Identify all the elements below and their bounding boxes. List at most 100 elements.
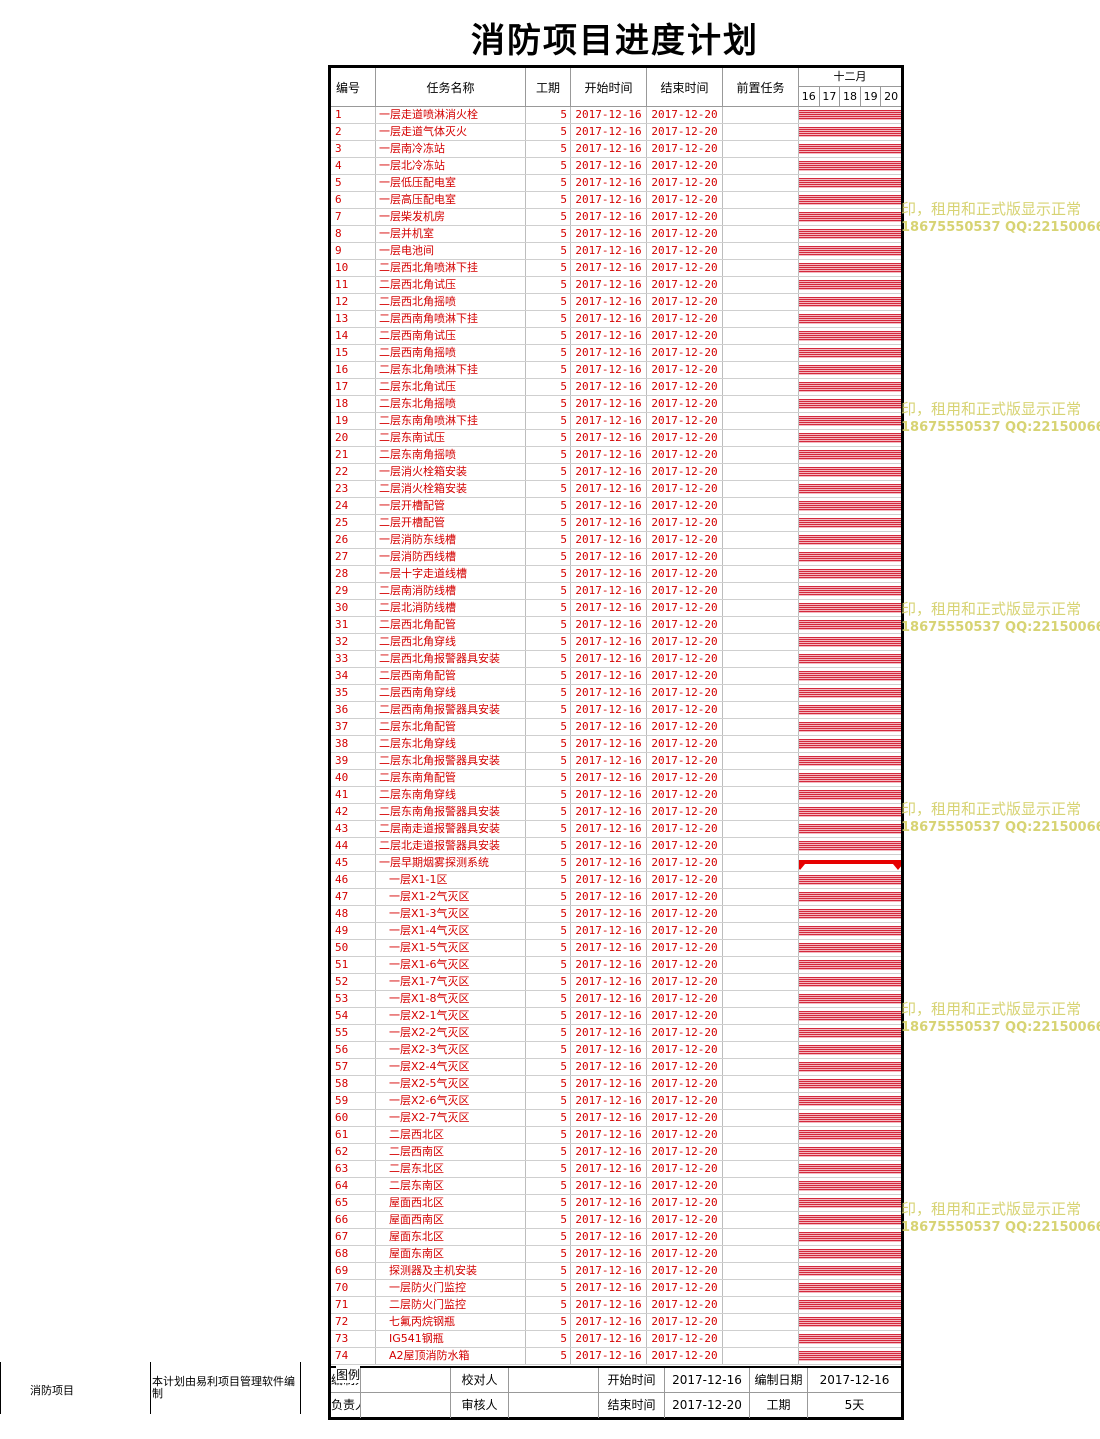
table-row[interactable]: 24 一层开槽配管 5 2017-12-16 2017-12-20 bbox=[331, 498, 901, 515]
gantt-bar[interactable] bbox=[799, 280, 901, 290]
table-row[interactable]: 37 二层东北角配管 5 2017-12-16 2017-12-20 bbox=[331, 719, 901, 736]
gantt-bar[interactable] bbox=[799, 1062, 901, 1072]
gantt-bar[interactable] bbox=[799, 1181, 901, 1191]
gantt-bar[interactable] bbox=[799, 382, 901, 392]
table-row[interactable]: 15 二层西南角摇喷 5 2017-12-16 2017-12-20 bbox=[331, 345, 901, 362]
table-row[interactable]: 56 一层X2-3气灭区 5 2017-12-16 2017-12-20 bbox=[331, 1042, 901, 1059]
table-row[interactable]: 8 一层并机室 5 2017-12-16 2017-12-20 bbox=[331, 226, 901, 243]
table-row[interactable]: 35 二层西南角穿线 5 2017-12-16 2017-12-20 bbox=[331, 685, 901, 702]
table-row[interactable]: 44 二层北走道报警器具安装 5 2017-12-16 2017-12-20 bbox=[331, 838, 901, 855]
table-row[interactable]: 22 一层消火栓箱安装 5 2017-12-16 2017-12-20 bbox=[331, 464, 901, 481]
gantt-bar[interactable] bbox=[799, 654, 901, 664]
gantt-bar[interactable] bbox=[799, 1317, 901, 1327]
table-row[interactable]: 1 一层走道喷淋消火栓 5 2017-12-16 2017-12-20 bbox=[331, 107, 901, 124]
gantt-bar[interactable] bbox=[799, 824, 901, 834]
table-row[interactable]: 48 一层X1-3气灭区 5 2017-12-16 2017-12-20 bbox=[331, 906, 901, 923]
table-row[interactable]: 43 二层南走道报警器具安装 5 2017-12-16 2017-12-20 bbox=[331, 821, 901, 838]
gantt-bar[interactable] bbox=[799, 229, 901, 239]
gantt-bar[interactable] bbox=[799, 943, 901, 953]
gantt-bar[interactable] bbox=[799, 586, 901, 596]
gantt-bar[interactable] bbox=[799, 433, 901, 443]
table-row[interactable]: 11 二层西北角试压 5 2017-12-16 2017-12-20 bbox=[331, 277, 901, 294]
gantt-bar[interactable] bbox=[799, 773, 901, 783]
table-row[interactable]: 19 二层东南角喷淋下挂 5 2017-12-16 2017-12-20 bbox=[331, 413, 901, 430]
gantt-bar[interactable] bbox=[799, 416, 901, 426]
gantt-bar[interactable] bbox=[799, 467, 901, 477]
table-row[interactable]: 18 二层东北角摇喷 5 2017-12-16 2017-12-20 bbox=[331, 396, 901, 413]
table-row[interactable]: 10 二层西北角喷淋下挂 5 2017-12-16 2017-12-20 bbox=[331, 260, 901, 277]
gantt-bar[interactable] bbox=[799, 1011, 901, 1021]
table-row[interactable]: 69 探测器及主机安装 5 2017-12-16 2017-12-20 bbox=[331, 1263, 901, 1280]
table-row[interactable]: 6 一层高压配电室 5 2017-12-16 2017-12-20 bbox=[331, 192, 901, 209]
gantt-bar[interactable] bbox=[799, 331, 901, 341]
gantt-bar[interactable] bbox=[799, 637, 901, 647]
gantt-bar[interactable] bbox=[799, 1130, 901, 1140]
gantt-bar[interactable] bbox=[799, 144, 901, 154]
gantt-bar[interactable] bbox=[799, 1113, 901, 1123]
gantt-bar[interactable] bbox=[799, 1283, 901, 1293]
table-row[interactable]: 21 二层东南角摇喷 5 2017-12-16 2017-12-20 bbox=[331, 447, 901, 464]
gantt-bar[interactable] bbox=[799, 1198, 901, 1208]
gantt-bar[interactable] bbox=[799, 297, 901, 307]
table-row[interactable]: 38 二层东北角穿线 5 2017-12-16 2017-12-20 bbox=[331, 736, 901, 753]
gantt-bar[interactable] bbox=[799, 620, 901, 630]
table-row[interactable]: 29 二层南消防线槽 5 2017-12-16 2017-12-20 bbox=[331, 583, 901, 600]
table-row[interactable]: 4 一层北冷冻站 5 2017-12-16 2017-12-20 bbox=[331, 158, 901, 175]
table-row[interactable]: 26 一层消防东线槽 5 2017-12-16 2017-12-20 bbox=[331, 532, 901, 549]
gantt-bar[interactable] bbox=[799, 756, 901, 766]
table-row[interactable]: 36 二层西南角报警器具安装 5 2017-12-16 2017-12-20 bbox=[331, 702, 901, 719]
table-row[interactable]: 47 一层X1-2气灭区 5 2017-12-16 2017-12-20 bbox=[331, 889, 901, 906]
gantt-bar[interactable] bbox=[799, 195, 901, 205]
table-row[interactable]: 58 一层X2-5气灭区 5 2017-12-16 2017-12-20 bbox=[331, 1076, 901, 1093]
gantt-bar[interactable] bbox=[799, 1096, 901, 1106]
gantt-bar[interactable] bbox=[799, 501, 901, 511]
table-row[interactable]: 49 一层X1-4气灭区 5 2017-12-16 2017-12-20 bbox=[331, 923, 901, 940]
table-row[interactable]: 73 IG541钢瓶 5 2017-12-16 2017-12-20 bbox=[331, 1331, 901, 1348]
table-row[interactable]: 50 一层X1-5气灭区 5 2017-12-16 2017-12-20 bbox=[331, 940, 901, 957]
table-row[interactable]: 3 一层南冷冻站 5 2017-12-16 2017-12-20 bbox=[331, 141, 901, 158]
table-row[interactable]: 31 二层西北角配管 5 2017-12-16 2017-12-20 bbox=[331, 617, 901, 634]
gantt-bar[interactable] bbox=[799, 841, 901, 851]
table-row[interactable]: 45 一层早期烟雾探测系统 5 2017-12-16 2017-12-20 bbox=[331, 855, 901, 872]
gantt-bar[interactable] bbox=[799, 535, 901, 545]
gantt-bar[interactable] bbox=[799, 518, 901, 528]
reviewer-value[interactable] bbox=[509, 1393, 599, 1418]
table-row[interactable]: 40 二层东南角配管 5 2017-12-16 2017-12-20 bbox=[331, 770, 901, 787]
gantt-bar[interactable] bbox=[799, 314, 901, 324]
table-row[interactable]: 53 一层X1-8气灭区 5 2017-12-16 2017-12-20 bbox=[331, 991, 901, 1008]
summary-bar[interactable] bbox=[799, 860, 901, 870]
table-row[interactable]: 70 一层防火门监控 5 2017-12-16 2017-12-20 bbox=[331, 1280, 901, 1297]
table-row[interactable]: 65 屋面西北区 5 2017-12-16 2017-12-20 bbox=[331, 1195, 901, 1212]
table-row[interactable]: 25 二层开槽配管 5 2017-12-16 2017-12-20 bbox=[331, 515, 901, 532]
gantt-bar[interactable] bbox=[799, 960, 901, 970]
gantt-bar[interactable] bbox=[799, 1300, 901, 1310]
table-row[interactable]: 68 屋面东南区 5 2017-12-16 2017-12-20 bbox=[331, 1246, 901, 1263]
table-row[interactable]: 17 二层东北角试压 5 2017-12-16 2017-12-20 bbox=[331, 379, 901, 396]
table-row[interactable]: 60 一层X2-7气灭区 5 2017-12-16 2017-12-20 bbox=[331, 1110, 901, 1127]
gantt-bar[interactable] bbox=[799, 909, 901, 919]
table-row[interactable]: 2 一层走道气体灭火 5 2017-12-16 2017-12-20 bbox=[331, 124, 901, 141]
editor-value[interactable] bbox=[361, 1368, 451, 1393]
gantt-bar[interactable] bbox=[799, 484, 901, 494]
table-row[interactable]: 23 二层消火栓箱安装 5 2017-12-16 2017-12-20 bbox=[331, 481, 901, 498]
gantt-bar[interactable] bbox=[799, 1351, 901, 1361]
table-row[interactable]: 66 屋面西南区 5 2017-12-16 2017-12-20 bbox=[331, 1212, 901, 1229]
table-row[interactable]: 71 二层防火门监控 5 2017-12-16 2017-12-20 bbox=[331, 1297, 901, 1314]
gantt-bar[interactable] bbox=[799, 875, 901, 885]
table-row[interactable]: 54 一层X2-1气灭区 5 2017-12-16 2017-12-20 bbox=[331, 1008, 901, 1025]
table-row[interactable]: 5 一层低压配电室 5 2017-12-16 2017-12-20 bbox=[331, 175, 901, 192]
gantt-bar[interactable] bbox=[799, 348, 901, 358]
owner-value[interactable] bbox=[361, 1393, 451, 1418]
gantt-bar[interactable] bbox=[799, 1079, 901, 1089]
gantt-bar[interactable] bbox=[799, 892, 901, 902]
gantt-bar[interactable] bbox=[799, 178, 901, 188]
table-row[interactable]: 9 一层电池间 5 2017-12-16 2017-12-20 bbox=[331, 243, 901, 260]
table-row[interactable]: 41 二层东南角穿线 5 2017-12-16 2017-12-20 bbox=[331, 787, 901, 804]
gantt-bar[interactable] bbox=[799, 552, 901, 562]
gantt-bar[interactable] bbox=[799, 603, 901, 613]
gantt-bar[interactable] bbox=[799, 1334, 901, 1344]
table-row[interactable]: 61 二层西北区 5 2017-12-16 2017-12-20 bbox=[331, 1127, 901, 1144]
table-row[interactable]: 59 一层X2-6气灭区 5 2017-12-16 2017-12-20 bbox=[331, 1093, 901, 1110]
table-row[interactable]: 63 二层东北区 5 2017-12-16 2017-12-20 bbox=[331, 1161, 901, 1178]
checker-value[interactable] bbox=[509, 1368, 599, 1393]
